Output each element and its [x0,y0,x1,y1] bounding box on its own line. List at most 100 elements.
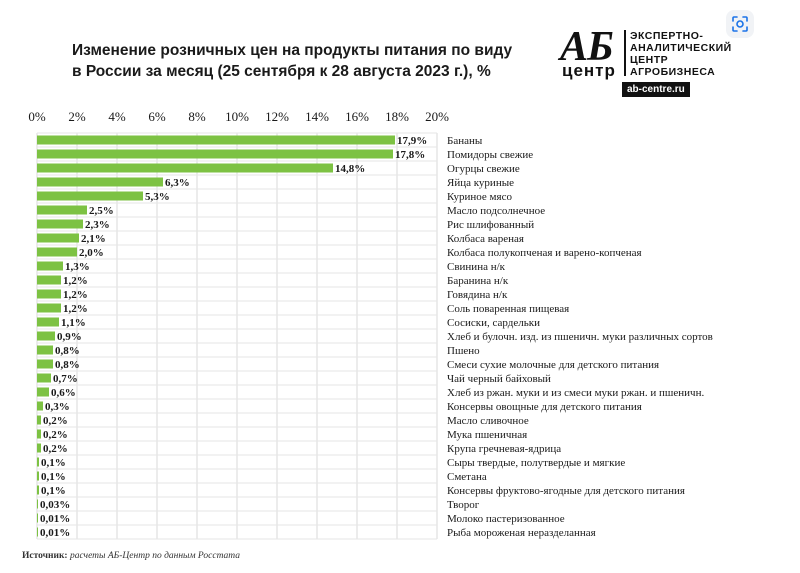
source-note: Источник: расчеты АБ-Центр по данным Рос… [22,551,240,561]
logo-divider [624,30,626,76]
category-label-5: Масло подсолнечное [447,205,545,217]
chart-title: Изменение розничных цен на продукты пита… [72,40,542,82]
bar-10 [37,275,61,285]
value-label-6: 2,3% [85,219,110,231]
value-label-17: 0,7% [53,373,78,385]
logo-text-line-1: ЭКСПЕРТНО- [630,30,704,42]
logo-text-line-2: АНАЛИТИЧЕСКИЙ [630,42,732,54]
bar-26 [37,499,38,509]
category-label-9: Свинина н/к [447,261,506,273]
value-label-25: 0,1% [41,485,66,497]
x-tick-label-9: 18% [385,109,409,124]
category-label-20: Масло сливочное [447,415,529,427]
category-label-23: Сыры твердые, полутвердые и мягкие [447,457,625,469]
category-label-13: Сосиски, сардельки [447,317,540,329]
source-text: расчеты АБ-Центр по данным Росстата [69,551,241,561]
value-label-13: 1,1% [61,317,86,329]
category-label-2: Огурцы свежие [447,163,520,175]
bar-5 [37,205,87,215]
x-tick-label-7: 14% [305,109,329,124]
value-label-18: 0,6% [51,387,76,399]
value-label-16: 0,8% [55,359,80,371]
bar-2 [37,163,333,173]
category-label-26: Творог [447,499,480,511]
category-label-12: Соль поваренная пищевая [447,303,569,315]
x-tick-label-0: 0% [28,109,46,124]
value-label-24: 0,1% [41,471,66,483]
chart-title-line-2: в России за месяц (25 сентября к 28 авгу… [72,63,491,80]
category-label-21: Мука пшеничная [447,429,527,441]
value-label-21: 0,2% [43,429,68,441]
value-label-0: 17,9% [397,135,427,147]
category-label-18: Хлеб из ржан. муки и из смеси муки ржан.… [447,387,704,399]
category-label-28: Рыба мороженая неразделанная [447,527,596,539]
value-label-22: 0,2% [43,443,68,455]
image-search-icon[interactable] [726,10,754,38]
x-tick-label-5: 10% [225,109,249,124]
x-tick-label-10: 20% [425,109,449,124]
logo-url: ab-centre.ru [622,82,690,97]
x-tick-label-1: 2% [68,109,86,124]
value-label-15: 0,8% [55,345,80,357]
value-label-11: 1,2% [63,289,88,301]
logo-text-line-3: ЦЕНТР [630,54,669,66]
category-label-16: Смеси сухие молочные для детского питани… [447,359,659,371]
category-label-3: Яйца куриные [447,177,514,189]
bar-28 [37,527,38,537]
value-label-3: 6,3% [165,177,190,189]
category-label-17: Чай черный байховый [447,373,551,385]
bar-27 [37,513,38,523]
value-label-26: 0,03% [40,499,70,511]
logo-mark: АБ [560,24,614,70]
category-label-1: Помидоры свежие [447,149,533,161]
category-label-24: Сметана [447,471,487,483]
ab-centre-logo: АБ центр ЭКСПЕРТНО- АНАЛИТИЧЕСКИЙ ЦЕНТР … [556,24,766,100]
bar-8 [37,247,77,257]
source-key: Источник: [22,551,68,561]
bar-0 [37,135,395,145]
category-label-19: Консервы овощные для детского питания [447,401,642,413]
value-label-1: 17,8% [395,149,425,161]
bar-23 [37,457,39,467]
value-label-20: 0,2% [43,415,68,427]
value-label-8: 2,0% [79,247,104,259]
bar-6 [37,219,83,229]
bar-24 [37,471,39,481]
bar-16 [37,359,53,369]
x-tick-label-3: 6% [148,109,166,124]
value-label-28: 0,01% [40,527,70,539]
value-label-9: 1,3% [65,261,90,273]
value-label-19: 0,3% [45,401,70,413]
value-label-7: 2,1% [81,233,106,245]
bar-19 [37,401,43,411]
value-label-2: 14,8% [335,163,365,175]
value-label-27: 0,01% [40,513,70,525]
bar-21 [37,429,41,439]
category-label-22: Крупа гречневая-ядрица [447,443,561,455]
bar-9 [37,261,63,271]
bar-4 [37,191,143,201]
category-label-0: Бананы [447,135,483,147]
bar-20 [37,415,41,425]
chart-title-line-1: Изменение розничных цен на продукты пита… [72,42,513,59]
category-label-25: Консервы фруктово-ягодные для детского п… [447,485,685,497]
category-label-10: Баранина н/к [447,275,509,287]
category-label-14: Хлеб и булочн. изд. из пшеничн. муки раз… [447,331,713,343]
value-label-23: 0,1% [41,457,66,469]
category-label-27: Молоко пастеризованное [447,513,565,525]
category-label-8: Колбаса полукопченая и варено-копченая [447,247,642,259]
value-label-10: 1,2% [63,275,88,287]
value-label-4: 5,3% [145,191,170,203]
logo-text-line-4: АГРОБИЗНЕСА [630,66,716,78]
image-search-icon-glyph [732,16,748,32]
bar-7 [37,233,79,243]
category-label-6: Рис шлифованный [447,219,534,231]
bar-14 [37,331,55,341]
logo-text: ЭКСПЕРТНО- АНАЛИТИЧЕСКИЙ ЦЕНТР АГРОБИЗНЕ… [630,30,732,78]
x-tick-label-4: 8% [188,109,206,124]
bar-1 [37,149,393,159]
category-label-15: Пшено [447,345,480,357]
logo-mark-sub: центр [562,61,616,80]
x-tick-label-2: 4% [108,109,126,124]
bar-22 [37,443,41,453]
